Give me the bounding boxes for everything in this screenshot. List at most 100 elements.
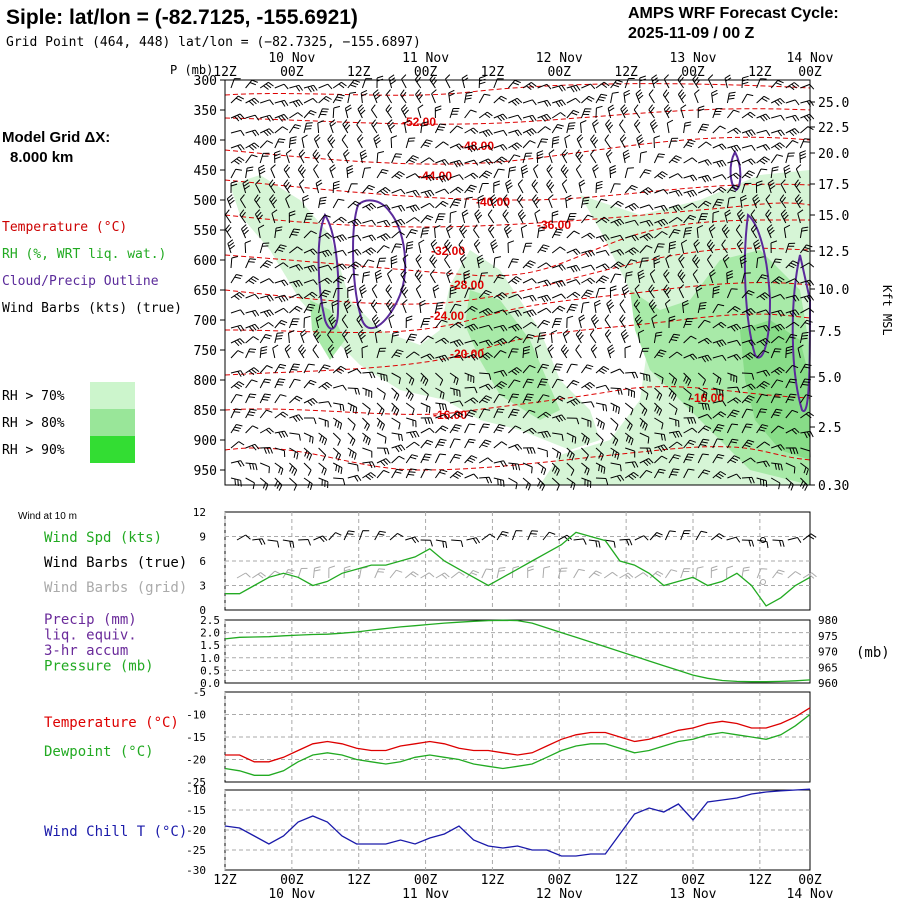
- wind-barb-412: [405, 229, 418, 239]
- wind-barb-733: [420, 353, 435, 361]
- rh-legend-label-1: RH > 80%: [2, 416, 65, 431]
- wind-barb-583: [566, 291, 581, 299]
- wind-barb-305: [595, 180, 603, 194]
- wind-barb-237: [770, 154, 784, 164]
- wind-barb-654: [435, 319, 448, 329]
- wind-barb-1015: [449, 453, 462, 464]
- wind-barb-130: [371, 119, 378, 134]
- wind-barb-17: [478, 75, 486, 89]
- wind-barb-319: [794, 179, 801, 194]
- wind-barb-523: [274, 279, 289, 287]
- precip-series-label-2: 3-hr accum: [44, 643, 128, 659]
- wind-barb-584: [581, 289, 594, 299]
- wind-barb-615: [449, 303, 462, 314]
- wind-barb-675: [741, 324, 756, 331]
- wind-barb-621: [537, 307, 552, 314]
- wind-barb-252: [405, 173, 420, 179]
- wind-barb-839: [799, 378, 811, 389]
- wind-barb-32: [692, 74, 701, 89]
- wind-barb-275: [741, 170, 755, 179]
- wind-barb-990: [668, 441, 683, 449]
- wind-barb-660: [522, 321, 537, 329]
- wind-barb-575: [449, 285, 457, 299]
- wind-barb-294: [435, 188, 450, 195]
- wind-barb-1036: [756, 460, 771, 468]
- wind-barb-416: [459, 224, 468, 239]
- wind-barb-185: [590, 134, 599, 149]
- wind-barb-415: [446, 224, 453, 239]
- wind-barb-4: [289, 84, 304, 92]
- wind-barb-931: [391, 432, 403, 441]
- wind-barb-892: [406, 417, 417, 428]
- bottom-day-label-2: 12 Nov: [536, 887, 583, 900]
- wind-barb-996: [756, 441, 771, 449]
- wind-barb-2: [259, 81, 274, 90]
- wind-barb-539: [508, 276, 522, 285]
- wind-barb-242: [258, 164, 266, 179]
- wind-barb-506: [610, 261, 624, 270]
- wind-barb-1066: [610, 474, 625, 482]
- wind-barb-152: [697, 123, 710, 134]
- wind-barb-397: [765, 209, 772, 224]
- wind-barb-348: [639, 204, 654, 211]
- wind-barb-855: [449, 400, 464, 407]
- wind-barb-948: [639, 432, 650, 444]
- wind-barb-485: [303, 264, 318, 273]
- wind-barb-532: [400, 269, 407, 284]
- wind-barb-230: [668, 155, 682, 164]
- wind-barb-95: [449, 108, 460, 119]
- wind-barb-72: [694, 89, 700, 104]
- wind-barb-288: [347, 183, 358, 194]
- wind-barb-989: [654, 444, 669, 453]
- wind-barb-666: [604, 314, 612, 329]
- wind-barb-958: [785, 427, 800, 435]
- wind-barb-349: [654, 204, 668, 212]
- wind-barb-564: [289, 293, 304, 300]
- wind-barb-507: [624, 259, 638, 269]
- wind-barb-452: [405, 241, 414, 254]
- wind-barb-746: [607, 344, 615, 359]
- pressure-tick-label-11: 850: [194, 404, 217, 419]
- chill-panel-frame: [224, 789, 811, 871]
- wind-barb-484: [289, 264, 304, 271]
- wind-barb-489: [361, 259, 375, 269]
- wind-barb-491: [390, 255, 398, 269]
- wind-barb-1030: [668, 454, 681, 464]
- wind-chill-line: [224, 788, 811, 857]
- wind-barb-116: [756, 113, 771, 122]
- wind-barb-376: [461, 209, 469, 224]
- wind-barb-146: [605, 119, 614, 134]
- wind-barb-306: [610, 183, 621, 194]
- surface-barb-grid-11: [404, 571, 419, 579]
- wind-barb-160: [230, 144, 245, 151]
- wind-barb-406: [318, 232, 333, 240]
- wind-barb-610: [370, 299, 378, 314]
- wind-barb-723: [272, 344, 279, 359]
- wind-barb-729: [361, 345, 369, 359]
- wind-barb-70: [662, 89, 670, 104]
- wind-barb-65: [595, 93, 608, 104]
- wind-barb-471: [680, 239, 688, 254]
- wind-barb-289: [362, 184, 375, 194]
- wind-barb-827: [625, 387, 635, 398]
- wind-barb-124: [288, 124, 302, 134]
- wind-barb-857: [478, 395, 493, 404]
- wind-barb-465: [595, 249, 610, 256]
- wind-barb-717: [770, 335, 785, 344]
- wind-panel-ytick-4: 0: [199, 604, 206, 617]
- wind-barb-86: [318, 108, 329, 119]
- wind-barb-832: [697, 387, 708, 400]
- wind-barb-1074: [727, 473, 742, 480]
- wind-barb-357: [765, 194, 772, 209]
- wind-barb-33: [707, 74, 714, 89]
- wind-barb-671: [683, 318, 694, 329]
- wind-barb-120: [230, 129, 245, 136]
- wind-barb-570: [371, 284, 378, 299]
- wind-barb-817: [479, 383, 493, 391]
- wind-speed-line: [225, 531, 811, 607]
- isotherm-1: [224, 108, 811, 125]
- wind-barb-455: [444, 239, 453, 254]
- wind-barb-322: [254, 194, 261, 209]
- wind-barb-734: [435, 354, 450, 363]
